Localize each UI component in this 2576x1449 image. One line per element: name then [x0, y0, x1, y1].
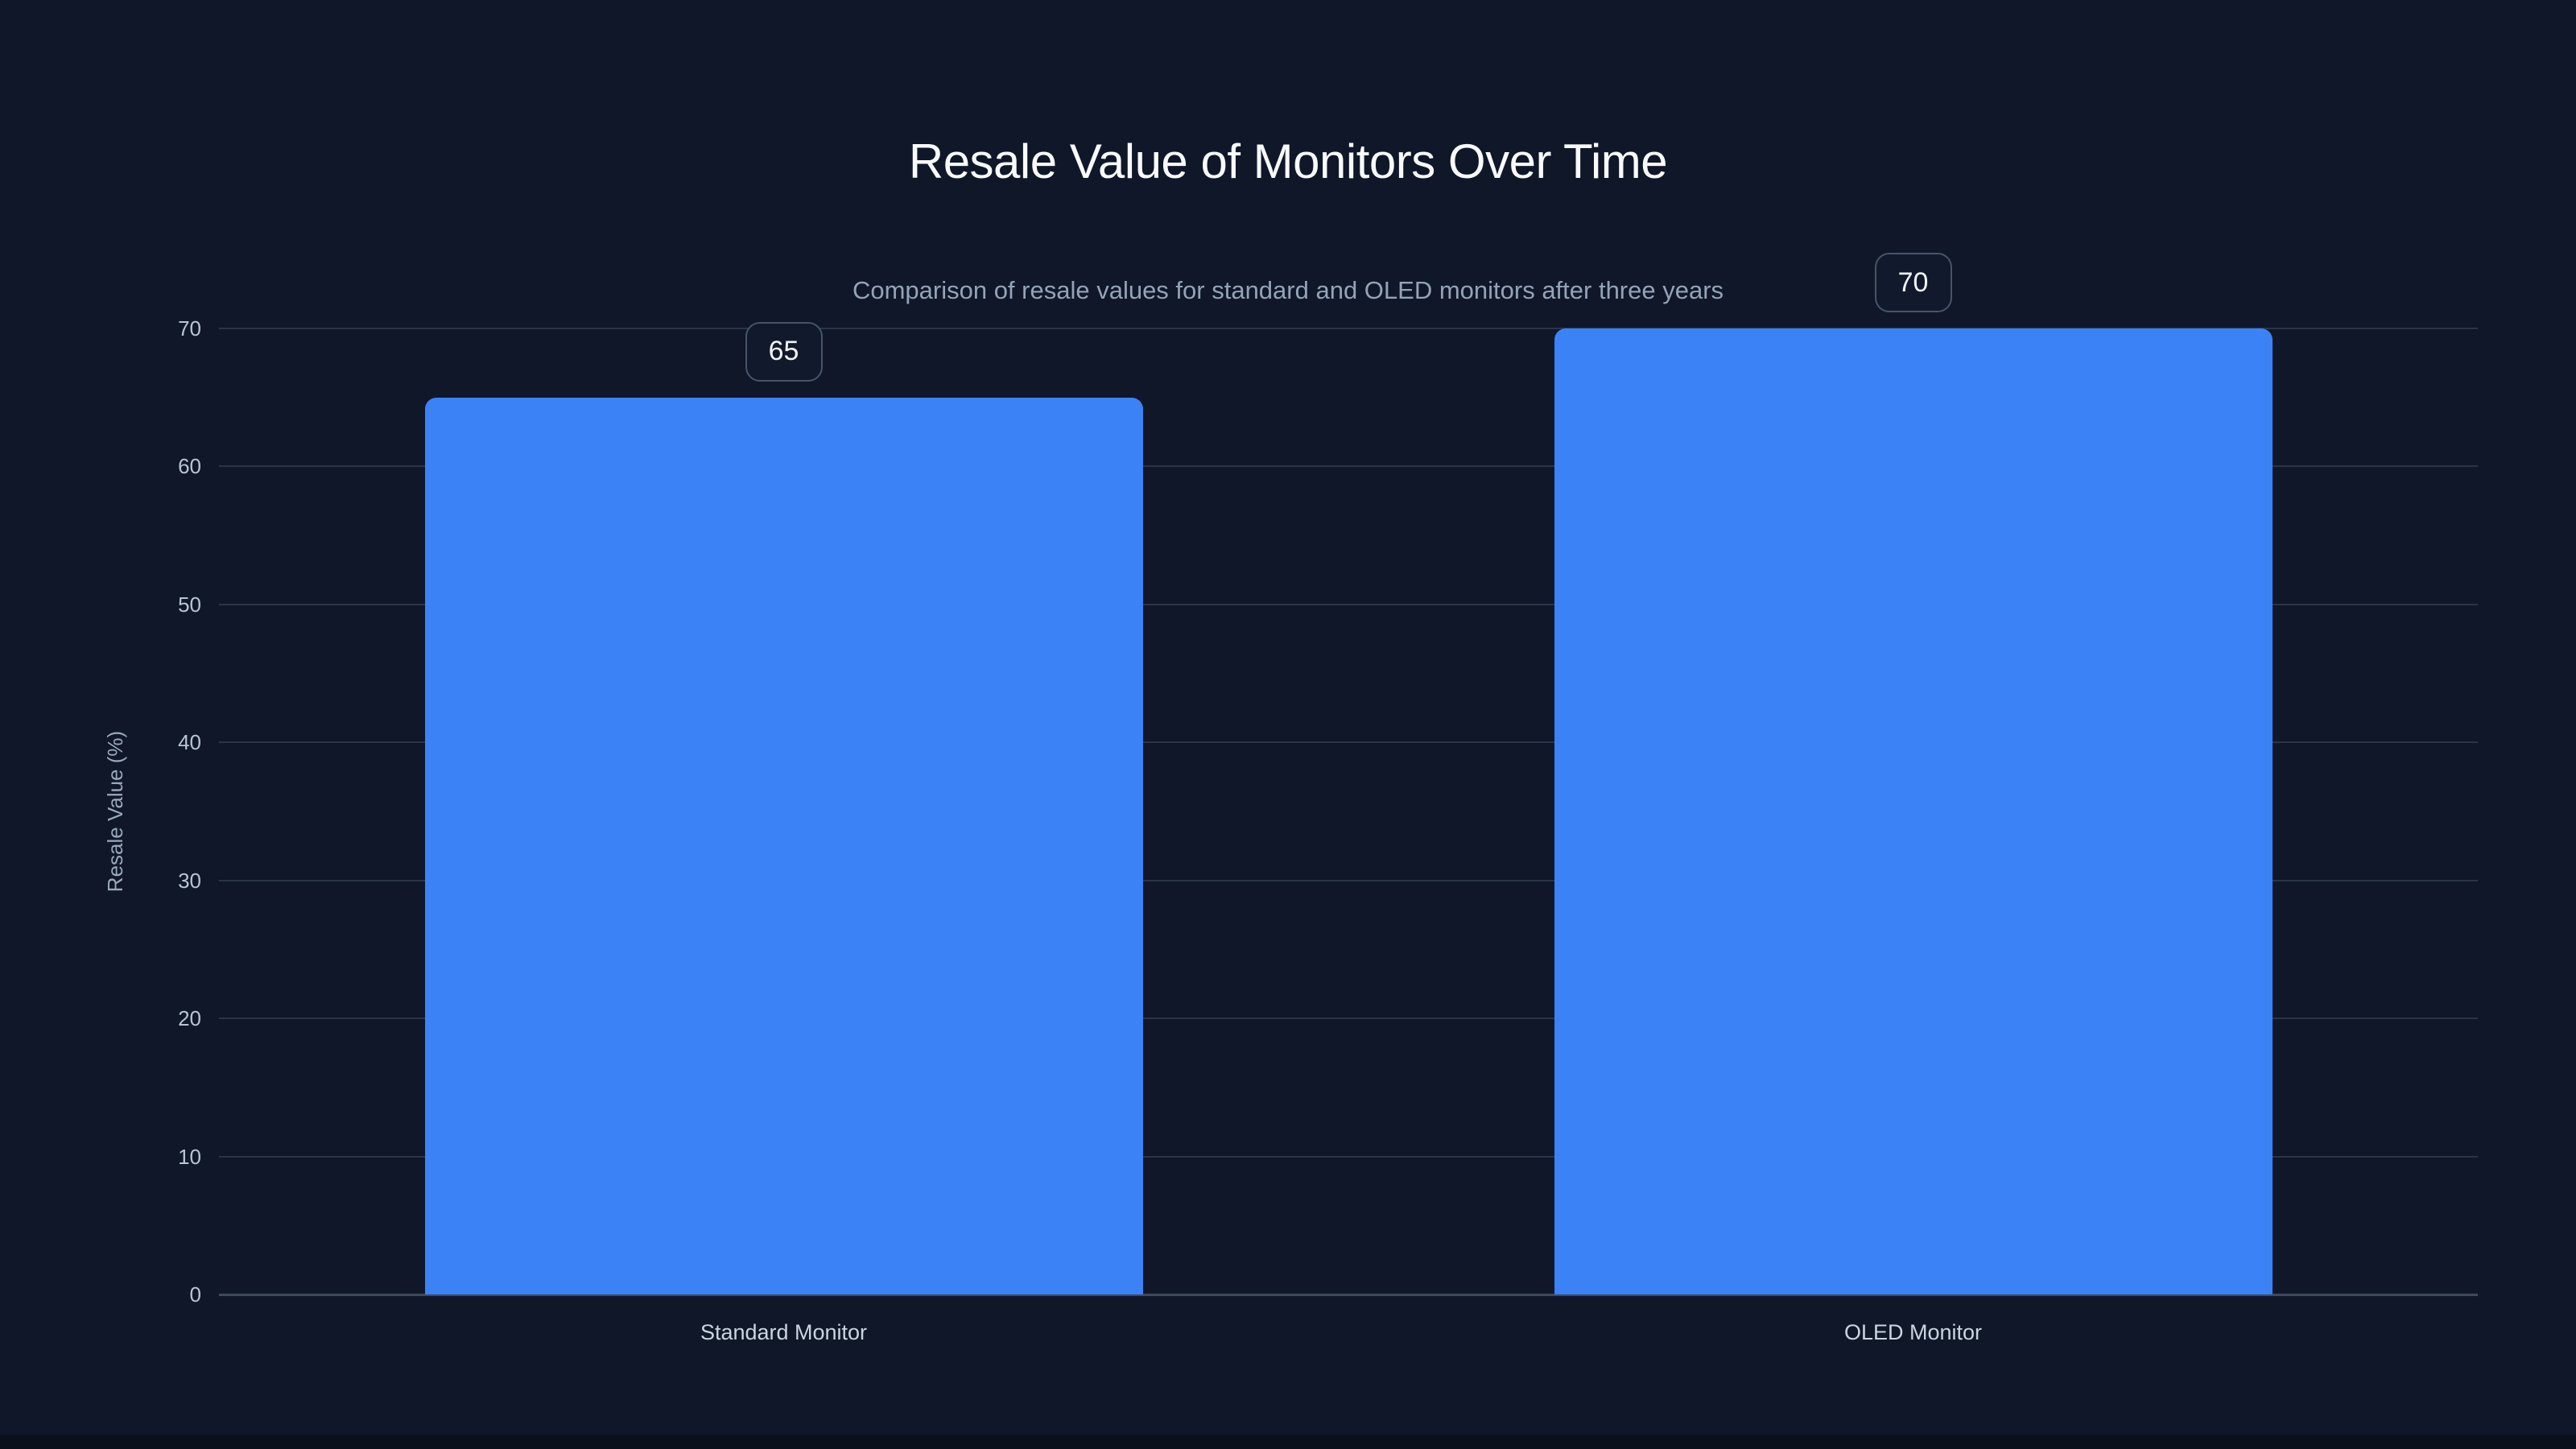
gridline-40	[219, 741, 2478, 744]
x-category-label-oled-monitor: OLED Monitor	[1843, 1320, 1983, 1344]
gridline-20	[219, 1018, 2478, 1020]
y-tick-label-10: 10	[178, 1144, 201, 1169]
plot-area	[219, 328, 2478, 1296]
value-chip-oled-monitor: 70	[1874, 253, 1952, 312]
gridline-60	[219, 465, 2478, 468]
chart-subtitle: Comparison of resale values for standard…	[852, 276, 1724, 304]
y-tick-label-20: 20	[178, 1006, 201, 1031]
value-chip-standard-monitor: 65	[745, 321, 823, 382]
x-axis-line	[219, 1294, 2478, 1296]
y-tick-label-50: 50	[178, 592, 201, 617]
y-tick-label-0: 0	[189, 1282, 201, 1307]
bottom-strip	[0, 1435, 2576, 1449]
gridline-70	[219, 328, 2478, 329]
chart-title: Resale Value of Monitors Over Time	[908, 134, 1668, 189]
y-axis-label: Resale Value (%)	[103, 730, 127, 893]
gridline-10	[219, 1155, 2478, 1158]
y-tick-label-70: 70	[178, 316, 201, 341]
gridline-50	[219, 603, 2478, 605]
y-tick-label-40: 40	[178, 730, 201, 755]
y-tick-label-60: 60	[178, 454, 201, 479]
x-category-label-standard-monitor: Standard Monitor	[700, 1320, 868, 1344]
y-tick-label-30: 30	[178, 868, 201, 893]
bar-oled-monitor[interactable]	[1554, 328, 2273, 1294]
bar-standard-monitor[interactable]	[424, 397, 1143, 1294]
gridline-30	[219, 879, 2478, 881]
